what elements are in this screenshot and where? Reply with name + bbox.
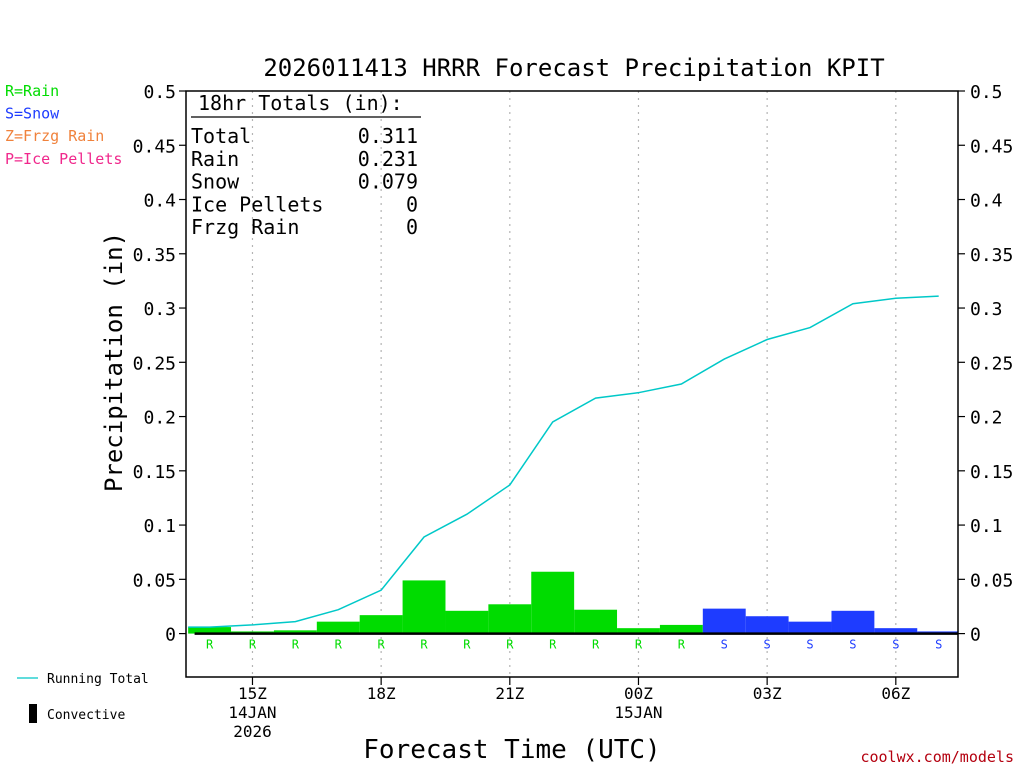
y-tick-label-right: 0.05 — [970, 570, 1013, 591]
totals-row-value: 0.231 — [358, 147, 418, 171]
precip-bar — [831, 610, 875, 634]
precip-type-letter: R — [678, 638, 686, 652]
y-tick-label-right: 0.35 — [970, 245, 1013, 266]
running-total-series — [188, 295, 939, 628]
precip-bar — [788, 621, 832, 634]
totals-row-value: 0.079 — [358, 170, 418, 194]
type-legend-entry: P=Ice Pellets — [5, 150, 122, 168]
precip-bar — [531, 571, 575, 634]
x-tick-label: 15JAN — [614, 703, 662, 722]
y-tick-label-right: 0.5 — [970, 82, 1003, 103]
x-tick-label: 06Z — [881, 684, 910, 703]
y-tick-label-left: 0.45 — [133, 136, 176, 157]
running-total-line — [188, 295, 939, 628]
y-axis-left: 0 0.05 0.1 0.15 0.2 0.25 0.3 0.35 0.4 0.45 0.5 — [133, 82, 186, 646]
precip-type-letter: S — [721, 638, 728, 652]
precip-type-letter: S — [892, 638, 899, 652]
totals-box: 18hr Totals (in): Total 0.311 Rain 0.231 Snow… — [191, 91, 421, 239]
precip-bar — [659, 624, 703, 634]
precip-bar — [874, 628, 918, 634]
y-tick-label-left: 0.15 — [133, 462, 176, 483]
totals-row-value: 0 — [406, 192, 418, 216]
y-tick-label-left: 0.3 — [143, 299, 176, 320]
y-tick-label-left: 0.35 — [133, 245, 176, 266]
precip-type-legend: R=Rain S=Snow Z=Frzg Rain P=Ice Pellets — [5, 82, 122, 168]
precip-type-letter: R — [249, 638, 257, 652]
totals-row-label: Rain — [191, 147, 239, 171]
precip-bar — [617, 628, 660, 634]
x-tick-label: 2026 — [233, 722, 272, 741]
x-tick-label: 18Z — [367, 684, 396, 703]
precip-bar — [188, 627, 232, 634]
precip-bar — [574, 609, 618, 634]
y-tick-label-left: 0.5 — [143, 82, 176, 103]
precip-type-letter: R — [292, 638, 300, 652]
x-tick-label: 00Z — [624, 684, 653, 703]
y-tick-label-right: 0.2 — [970, 408, 1003, 429]
precip-type-letter: R — [549, 638, 557, 652]
y-tick-label-left: 0 — [165, 625, 176, 646]
credit-text: coolwx.com/models — [860, 748, 1014, 766]
precip-type-letter: S — [935, 638, 942, 652]
precip-type-letter: R — [592, 638, 600, 652]
precip-bar — [745, 616, 789, 634]
type-legend-entry: S=Snow — [5, 105, 60, 123]
chart-title: 2026011413 HRRR Forecast Precipitation K… — [263, 54, 884, 82]
totals-row-label: Ice Pellets — [191, 192, 323, 216]
y-tick-label-right: 0.25 — [970, 353, 1013, 374]
y-tick-label-left: 0.2 — [143, 408, 176, 429]
y-axis-right: 0 0.05 0.1 0.15 0.2 0.25 0.3 0.35 0.4 0.45 0.5 — [958, 82, 1013, 646]
type-legend-entry: Z=Frzg Rain — [5, 127, 104, 145]
convective-swatch — [29, 704, 37, 723]
precip-type-letter: R — [420, 638, 428, 652]
y-tick-label-right: 0.3 — [970, 299, 1003, 320]
precip-type-letter: R — [635, 638, 643, 652]
y-tick-label-right: 0.4 — [970, 191, 1003, 212]
precip-type-letter: S — [764, 638, 771, 652]
convective-legend-label: Convective — [47, 708, 125, 723]
precip-type-letter: R — [463, 638, 471, 652]
totals-row-label: Snow — [191, 170, 240, 194]
totals-row-label: Frzg Rain — [191, 215, 299, 239]
precip-type-letter: S — [806, 638, 813, 652]
totals-heading: 18hr Totals (in): — [198, 91, 403, 115]
y-tick-label-right: 0.45 — [970, 136, 1013, 157]
totals-row-value: 0.311 — [358, 124, 418, 148]
hourly-precip-bars — [188, 571, 958, 634]
y-tick-label-right: 0 — [970, 625, 981, 646]
y-tick-label-left: 0.1 — [143, 516, 176, 537]
precip-bar — [402, 580, 446, 634]
precip-bar — [488, 604, 532, 634]
series-legend: Running Total Convective — [17, 672, 149, 723]
precip-bar — [273, 630, 317, 634]
precip-type-letter: R — [335, 638, 343, 652]
precip-type-letter: S — [849, 638, 856, 652]
y-tick-label-left: 0.4 — [143, 191, 176, 212]
y-axis-title: Precipitation (in) — [100, 232, 128, 492]
type-legend-entry: R=Rain — [5, 82, 59, 100]
precip-type-letter: R — [506, 638, 514, 652]
precip-type-letter: R — [378, 638, 386, 652]
precip-bar — [359, 615, 403, 634]
precip-bar — [702, 608, 746, 634]
totals-row-value: 0 — [406, 215, 418, 239]
y-tick-label-left: 0.25 — [133, 353, 176, 374]
plot-frame — [185, 90, 959, 678]
y-tick-label-right: 0.1 — [970, 516, 1003, 537]
x-axis-title: Forecast Time (UTC) — [363, 735, 660, 765]
x-tick-label: 14JAN — [228, 703, 276, 722]
x-tick-label: 21Z — [495, 684, 524, 703]
precip-bar — [316, 621, 360, 634]
precip-bar — [445, 610, 489, 634]
x-tick-label: 15Z — [238, 684, 267, 703]
y-tick-label-left: 0.05 — [133, 570, 176, 591]
x-tick-label: 03Z — [753, 684, 782, 703]
y-tick-label-right: 0.15 — [970, 462, 1013, 483]
precip-type-letter: R — [206, 638, 214, 652]
running-total-legend-label: Running Total — [47, 672, 149, 687]
totals-row-label: Total — [191, 124, 251, 148]
